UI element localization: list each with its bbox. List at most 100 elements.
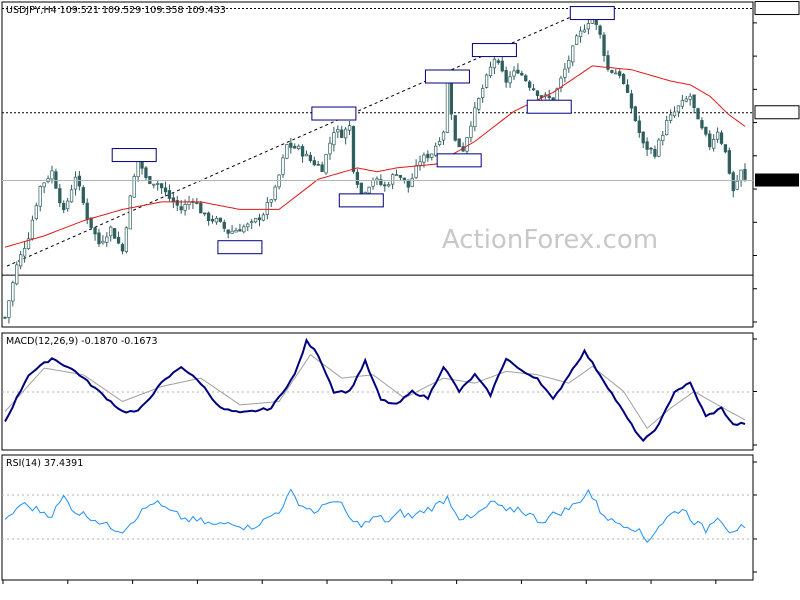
candle-body: [3, 316, 7, 319]
candle-body: [222, 221, 226, 229]
candle-body: [273, 186, 277, 200]
candle-body: [242, 226, 246, 233]
candle-body: [328, 142, 332, 155]
candle-body: [625, 84, 630, 93]
horizontal-levels: [2, 1, 800, 276]
candle-body: [618, 71, 622, 76]
candle-body: [355, 171, 360, 185]
candle-body: [629, 93, 634, 109]
candle-body: [15, 264, 19, 285]
candle-body: [265, 202, 269, 215]
candle-body: [735, 180, 739, 190]
candle-body: [383, 184, 387, 187]
candle-body: [203, 212, 207, 215]
candle-body: [206, 212, 211, 221]
candle-body: [692, 94, 696, 108]
candle-body: [50, 170, 54, 180]
candle-body: [308, 154, 313, 161]
candle-body: [614, 72, 618, 75]
candle-body: [665, 120, 669, 136]
macd-signal-line: [4, 353, 746, 430]
candle-body: [359, 182, 363, 195]
candle-body: [230, 230, 234, 234]
candle-body: [437, 141, 442, 146]
candle-body: [528, 81, 532, 88]
candle-body: [469, 125, 473, 138]
candle-body: [30, 219, 35, 239]
candle-body: [649, 147, 653, 150]
price-axis: [2, 22, 799, 323]
candle-body: [574, 35, 579, 45]
candle-body: [394, 174, 399, 177]
candle-body: [183, 204, 187, 211]
candle-body: [434, 145, 438, 156]
candle-body: [105, 236, 109, 243]
candle-body: [727, 150, 731, 174]
candles: [3, 12, 747, 324]
candle-body: [488, 66, 493, 76]
candle-body: [109, 226, 113, 237]
candle-body: [300, 146, 305, 157]
candle-body: [426, 153, 430, 159]
candle-body: [42, 182, 46, 188]
candle-body: [578, 30, 583, 37]
rsi-series-line: [4, 488, 746, 543]
candle-body: [496, 60, 500, 63]
candle-body: [504, 70, 508, 83]
candle-body: [512, 70, 516, 77]
annotation-box: [217, 240, 263, 255]
candle-body: [743, 169, 747, 180]
candle-body: [347, 125, 352, 131]
candle-body: [684, 98, 688, 102]
macd-lines: [4, 337, 746, 443]
candle-body: [297, 145, 301, 149]
candle-body: [152, 183, 156, 186]
candle-body: [69, 189, 74, 203]
candle-body: [332, 132, 336, 146]
candle-body: [124, 227, 129, 252]
candle-body: [26, 238, 31, 249]
candle-body: [250, 221, 254, 224]
candle-body: [116, 237, 121, 244]
candle-body: [246, 223, 250, 228]
candle-body: [7, 300, 11, 318]
candle-body: [653, 149, 657, 157]
candle-body: [402, 177, 407, 181]
candle-body: [58, 188, 62, 204]
candle-body: [22, 248, 27, 257]
candle-body: [54, 171, 58, 189]
candle-body: [500, 60, 504, 72]
candle-body: [367, 186, 371, 194]
candle-body: [712, 139, 716, 149]
candle-body: [285, 144, 289, 159]
annotation-box: [311, 106, 357, 121]
candle-body: [11, 282, 15, 302]
annotation-box: [471, 43, 517, 58]
candle-body: [226, 229, 230, 234]
candle-body: [668, 114, 673, 121]
candle-body: [375, 178, 379, 181]
candle-body: [304, 153, 309, 157]
candle-body: [524, 75, 528, 82]
candle-body: [77, 175, 82, 187]
candle-body: [120, 244, 125, 252]
candle-body: [269, 199, 273, 203]
candle-body: [586, 23, 591, 30]
rsi-line: [4, 488, 746, 543]
watermark: ActionForex.com: [442, 225, 658, 255]
candle-body: [610, 70, 614, 73]
candle-body: [598, 25, 602, 35]
macd-header: MACD(12,26,9) -0.1870 -0.1673: [6, 336, 158, 347]
candle-body: [457, 138, 461, 148]
candle-body: [144, 167, 148, 178]
candle-body: [492, 58, 497, 69]
candle-body: [93, 227, 97, 235]
candle-body: [195, 202, 199, 204]
annotation-box: [424, 69, 470, 84]
candle-body: [535, 90, 540, 96]
candle-body: [320, 164, 324, 173]
candle-body: [547, 95, 551, 99]
candle-body: [387, 184, 391, 187]
